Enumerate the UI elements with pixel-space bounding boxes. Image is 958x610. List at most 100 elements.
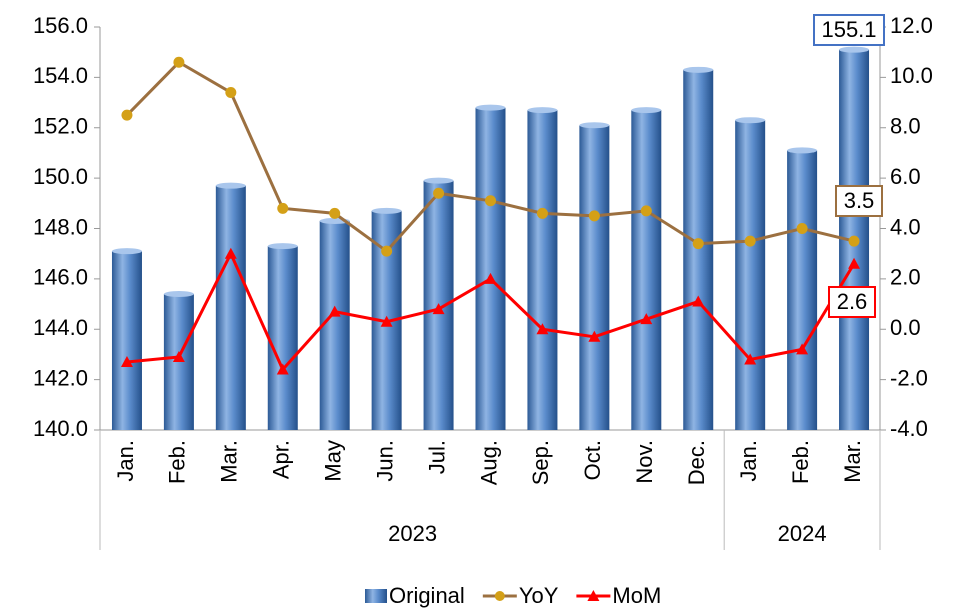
y2-tick-label: 12.0 (890, 13, 933, 38)
legend-marker (587, 590, 600, 601)
y2-tick-label: -4.0 (890, 416, 928, 441)
marker (120, 355, 133, 367)
marker (432, 303, 445, 315)
bar (319, 220, 350, 430)
x-tick-label: Jun. (372, 440, 397, 482)
bar (527, 110, 558, 431)
bar (787, 150, 818, 430)
group-label: 2024 (778, 521, 827, 546)
y2-tick-label: -2.0 (890, 365, 928, 390)
x-tick-label: Jan. (736, 440, 761, 482)
bar (579, 125, 610, 430)
bar (475, 107, 506, 430)
bar-top (111, 248, 142, 255)
bar (735, 120, 766, 430)
data-label-box (828, 286, 876, 318)
y-tick-label: 156.0 (33, 13, 88, 38)
bar-top (423, 177, 454, 184)
marker (640, 313, 653, 325)
y2-tick-label: 2.0 (890, 265, 921, 290)
marker (225, 86, 237, 98)
data-label-box (835, 185, 883, 217)
marker (588, 330, 601, 342)
x-tick-label: Jan. (113, 440, 138, 482)
marker (121, 109, 133, 121)
bar-top (163, 290, 194, 297)
marker (276, 363, 289, 375)
y-tick-label: 146.0 (33, 265, 88, 290)
marker (536, 207, 548, 219)
marker (848, 235, 860, 247)
group-label: 2023 (388, 521, 437, 546)
bar-top (631, 107, 662, 114)
marker (172, 350, 185, 362)
x-tick-label: Apr. (269, 440, 294, 479)
marker (744, 353, 757, 365)
y2-tick-label: 6.0 (890, 164, 921, 189)
marker (588, 210, 600, 222)
bar-top (579, 122, 610, 129)
y-tick-label: 152.0 (33, 114, 88, 139)
y2-tick-label: 10.0 (890, 63, 933, 88)
x-tick-label: Aug. (476, 440, 501, 485)
y-tick-label: 150.0 (33, 164, 88, 189)
marker (484, 272, 497, 284)
bar (683, 69, 714, 430)
bar (267, 246, 298, 430)
legend-marker (494, 591, 505, 601)
bar-top (735, 117, 766, 124)
data-label: 3.5 (844, 188, 875, 213)
x-tick-label: Mar. (217, 440, 242, 483)
bar-top (839, 46, 870, 53)
x-tick-label: Feb. (165, 440, 190, 484)
marker (692, 295, 705, 307)
legend-label: MoM (612, 583, 661, 608)
marker (380, 315, 393, 327)
x-tick-label: Nov. (632, 440, 657, 484)
y-tick-label: 148.0 (33, 214, 88, 239)
y2-tick-label: 0.0 (890, 315, 921, 340)
x-tick-label: Jul. (424, 440, 449, 474)
bar-top (267, 243, 298, 250)
x-tick-label: Sep. (528, 440, 553, 485)
bar (631, 110, 662, 431)
marker (796, 343, 809, 355)
marker (173, 56, 185, 68)
legend-label: YoY (519, 583, 559, 608)
y-tick-label: 142.0 (33, 365, 88, 390)
bar-top (683, 66, 714, 73)
data-label: 155.1 (821, 17, 876, 42)
y-tick-label: 144.0 (33, 315, 88, 340)
bar (111, 251, 142, 430)
legend-label: Original (389, 583, 465, 608)
bar (215, 185, 246, 430)
x-tick-label: Oct. (580, 440, 605, 480)
x-tick-label: Feb. (788, 440, 813, 484)
x-tick-label: May (321, 440, 346, 482)
y-tick-label: 140.0 (33, 416, 88, 441)
y2-tick-label: 4.0 (890, 214, 921, 239)
marker (796, 223, 808, 234)
legend-swatch (365, 589, 387, 603)
marker (277, 202, 289, 214)
marker (744, 235, 756, 247)
marker (848, 257, 861, 269)
marker (692, 238, 704, 250)
x-tick-label: Dec. (684, 440, 709, 485)
marker (224, 247, 237, 259)
bar-top (527, 107, 558, 114)
marker (536, 323, 549, 335)
data-label: 2.6 (837, 289, 868, 314)
y2-tick-label: 8.0 (890, 114, 921, 139)
bar-top (215, 182, 246, 189)
x-tick-label: Mar. (840, 440, 865, 483)
bar (163, 293, 194, 430)
bar-top (787, 147, 818, 154)
marker (328, 305, 341, 317)
marker (433, 187, 445, 199)
marker (640, 205, 652, 217)
bar-top (475, 104, 506, 111)
data-label-box (813, 14, 885, 46)
y-tick-label: 154.0 (33, 63, 88, 88)
marker (381, 245, 393, 257)
